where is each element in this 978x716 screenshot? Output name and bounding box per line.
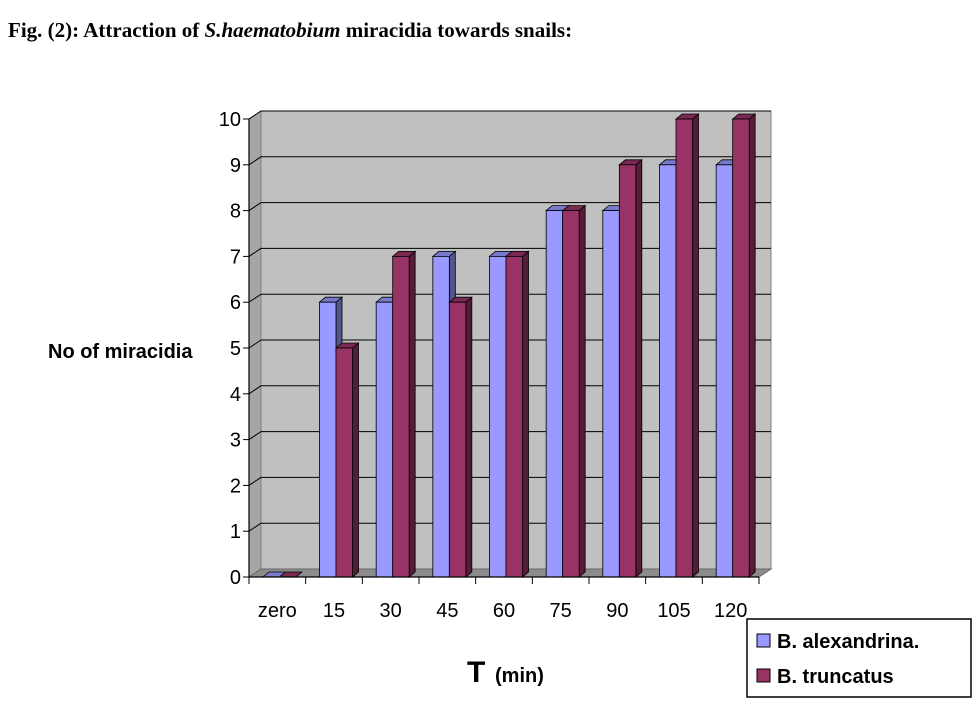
figure-title-suffix: miracidia towards snails: xyxy=(340,18,573,42)
y-tick-label: 0 xyxy=(230,567,241,589)
bar-b-truncatus xyxy=(675,118,693,578)
gridline xyxy=(248,156,771,166)
x-tick-label: 60 xyxy=(493,600,515,622)
bar-side xyxy=(578,204,586,578)
bar-b-truncatus xyxy=(732,118,750,578)
gridline xyxy=(248,247,771,257)
x-axis-label-unit: (min) xyxy=(495,665,544,687)
gridline xyxy=(248,339,771,349)
bar-side xyxy=(465,296,473,578)
bar-b-alexandrina xyxy=(319,301,337,578)
bar-side xyxy=(748,113,756,578)
y-tick-label: 10 xyxy=(219,109,241,131)
figure-title-prefix: Fig. (2): Attraction of xyxy=(8,18,205,42)
bar-side xyxy=(352,342,359,578)
gridline xyxy=(248,522,771,532)
bar-b-alexandrina xyxy=(715,164,734,578)
x-tick-label: 30 xyxy=(380,600,402,622)
x-tick-label: 45 xyxy=(436,600,458,622)
y-axis-label: No of miracidia xyxy=(48,341,193,363)
bar-b-alexandrina xyxy=(602,210,620,578)
figure-title-species: S.haematobium xyxy=(204,18,341,42)
legend-swatch xyxy=(756,668,771,683)
bar-b-alexandrina xyxy=(489,255,507,578)
gridlines xyxy=(248,110,771,532)
gridline xyxy=(248,476,771,486)
axes xyxy=(243,118,760,584)
legend: B. alexandrina. B. truncatus xyxy=(746,618,972,698)
legend-label: B. truncatus xyxy=(777,666,894,688)
bar-side xyxy=(635,158,643,578)
y-tick-label: 2 xyxy=(230,475,241,497)
y-tick-label: 6 xyxy=(230,292,241,314)
y-tick-label: 9 xyxy=(230,155,241,177)
legend-label: B. alexandrina. xyxy=(777,631,919,653)
y-tick-label: 4 xyxy=(230,384,241,406)
bar-b-truncatus xyxy=(505,255,523,578)
bar-side xyxy=(522,250,529,578)
bar-b-truncatus xyxy=(562,210,580,578)
x-axis-label-main: T xyxy=(467,656,485,689)
bar-b-alexandrina xyxy=(545,210,564,578)
x-tick-label: 15 xyxy=(323,600,345,622)
gridline xyxy=(248,431,771,441)
bar-side xyxy=(692,113,699,578)
y-tick-label: 1 xyxy=(230,521,241,543)
x-tick-label: zero xyxy=(258,600,297,622)
x-tick-label: 120 xyxy=(714,600,747,622)
gridline xyxy=(248,293,771,303)
gridline xyxy=(248,202,771,212)
x-tick-label: 90 xyxy=(606,600,628,622)
figure-title: Fig. (2): Attraction of S.haematobium mi… xyxy=(8,18,572,43)
gridline xyxy=(248,385,771,395)
bar-side xyxy=(408,250,416,578)
legend-swatch xyxy=(756,633,771,648)
bar-b-alexandrina xyxy=(659,164,677,578)
y-tick-label: 5 xyxy=(230,338,241,360)
bar-b-truncatus xyxy=(448,301,467,578)
gridline xyxy=(248,110,771,120)
x-tick-label: 105 xyxy=(657,600,690,622)
bar-b-alexandrina xyxy=(432,255,450,578)
bar-b-truncatus xyxy=(618,164,637,578)
y-tick-label: 3 xyxy=(230,430,241,452)
y-tick-label: 8 xyxy=(230,201,241,223)
y-tick-label: 7 xyxy=(230,246,241,268)
legend-box xyxy=(746,618,972,698)
bar-b-truncatus xyxy=(335,347,353,578)
bar-b-alexandrina xyxy=(375,301,394,578)
bar-b-truncatus xyxy=(392,255,410,578)
x-tick-label: 75 xyxy=(550,600,572,622)
